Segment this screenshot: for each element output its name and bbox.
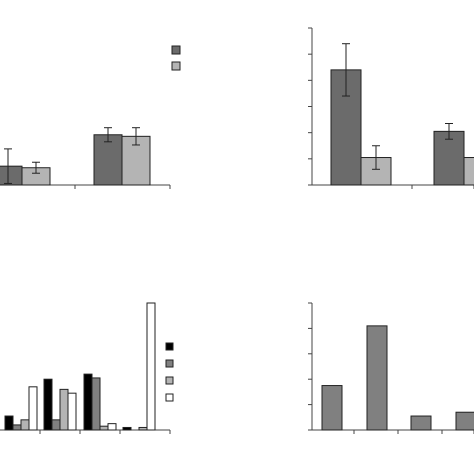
bar-dark_gray (0, 165, 23, 186)
legend-swatch-black (165, 342, 174, 351)
bar-mid_gray (410, 415, 432, 431)
bar-mid_gray (51, 419, 61, 431)
legend-swatch-light_gray (171, 61, 181, 71)
bar-mid_gray (366, 325, 388, 431)
bar-black (83, 373, 93, 431)
bar-light_gray (463, 157, 474, 186)
bar-mid_gray (455, 411, 474, 431)
bar-mid_gray (91, 377, 101, 431)
bar-white (28, 386, 38, 431)
bar-black (43, 378, 53, 431)
bar-light_gray (59, 388, 69, 431)
legend-swatch-light_gray (165, 376, 174, 385)
bar-white (146, 302, 156, 431)
chart-panel-bottom-left (0, 302, 174, 434)
chart-panel-bottom-right (308, 302, 474, 434)
bar-white (67, 392, 77, 431)
bar-white (107, 423, 117, 431)
chart-panel-top-left (0, 45, 181, 189)
bar-black (4, 415, 14, 431)
chart-panel-top-right (308, 27, 474, 189)
bar-light_gray (138, 426, 148, 431)
bar-mid_gray (12, 424, 22, 431)
bar-black (122, 426, 132, 431)
legend-swatch-mid_gray (165, 359, 174, 368)
bar-light_gray (99, 425, 109, 431)
legend-swatch-dark_gray (171, 45, 181, 55)
legend-swatch-white (165, 393, 174, 402)
bar-light_gray (20, 419, 30, 431)
bar-mid_gray (321, 385, 343, 431)
